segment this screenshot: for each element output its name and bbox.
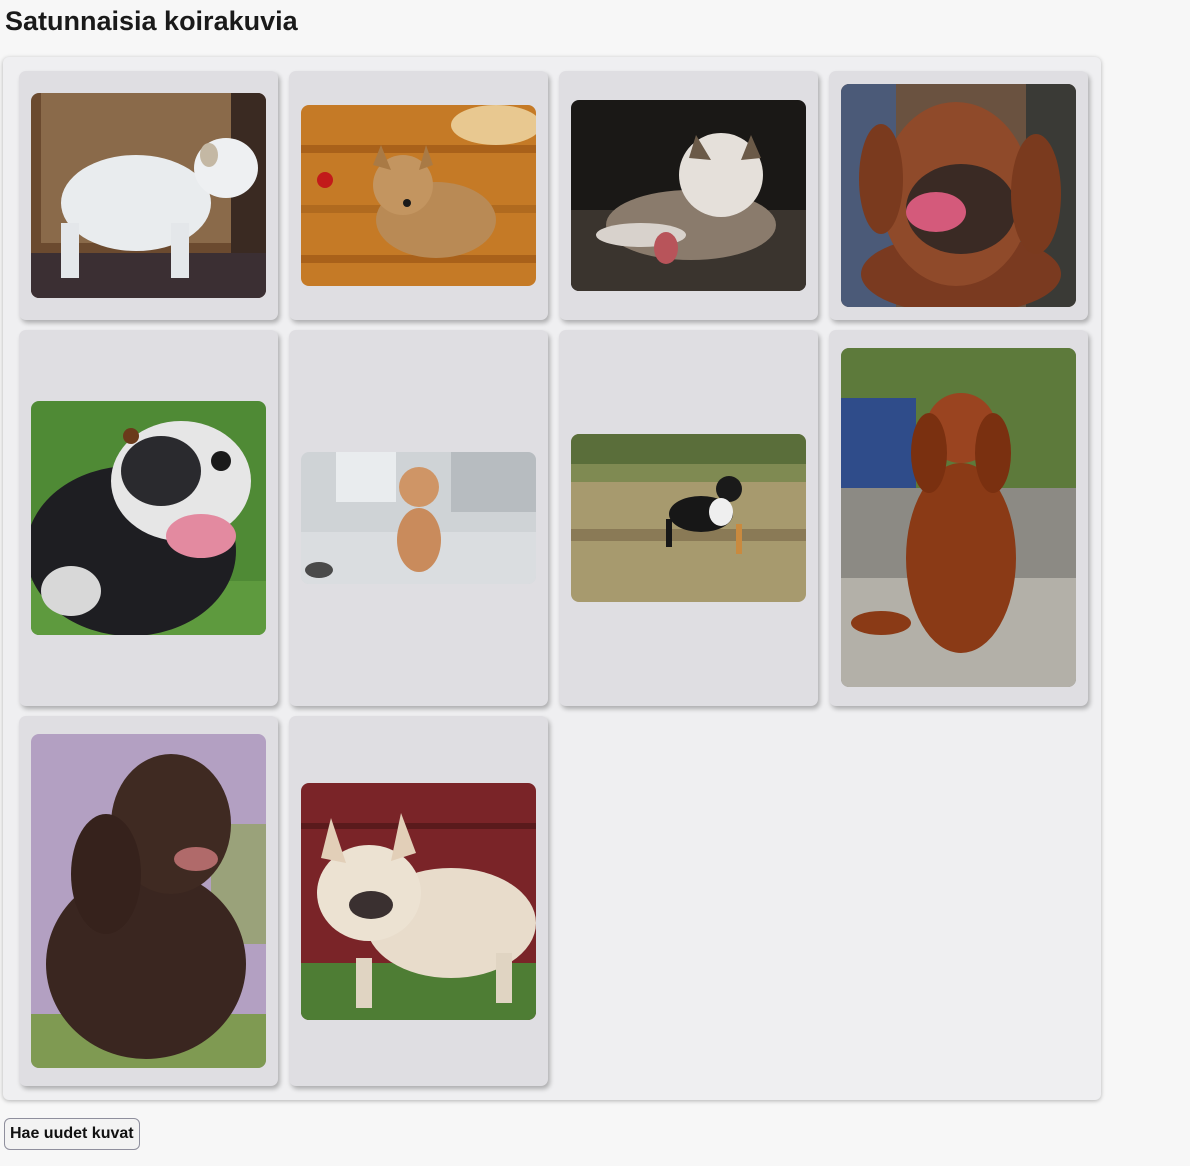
dog-photo [571,434,806,602]
page-title: Satunnaisia koirakuvia [5,6,298,36]
dog-card [289,71,548,320]
dog-card [19,71,278,320]
dog-card [559,330,818,706]
dog-photo [571,100,806,291]
dog-photo [31,401,266,635]
dog-photo [301,783,536,1020]
dog-card [559,71,818,320]
dog-photo [301,452,536,584]
dog-photo [841,84,1076,307]
fetch-new-images-button[interactable]: Hae uudet kuvat [4,1118,140,1150]
dog-card [19,330,278,706]
dog-card [289,330,548,706]
dog-card [829,71,1088,320]
dog-card [289,716,548,1086]
dog-photo [31,734,266,1068]
dog-card [829,330,1088,706]
dog-card [19,716,278,1086]
dog-photo [841,348,1076,687]
dog-photo [31,93,266,298]
dog-gallery [3,57,1101,1100]
dog-photo [301,105,536,286]
